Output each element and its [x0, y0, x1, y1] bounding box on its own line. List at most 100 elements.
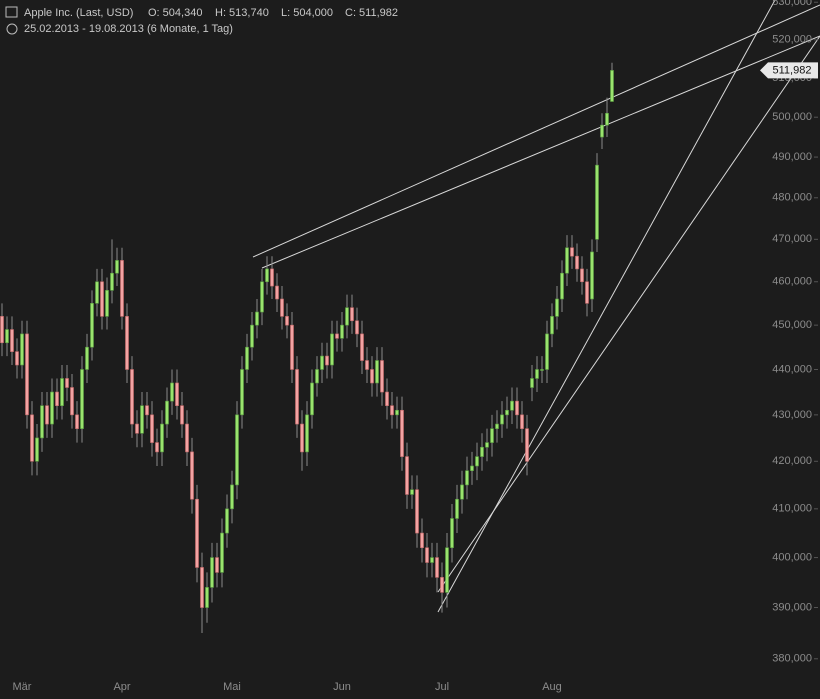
- ohlc-close: C: 511,982: [345, 7, 398, 19]
- y-tick-label: 400,000: [772, 551, 812, 563]
- candle-body: [190, 451, 194, 500]
- candle-body: [505, 409, 509, 416]
- y-tick-label: 430,000: [772, 409, 812, 421]
- candle-body: [595, 164, 599, 240]
- y-tick-label: 440,000: [772, 363, 812, 375]
- y-tick-label: 450,000: [772, 319, 812, 331]
- candle-body: [300, 423, 304, 453]
- y-tick-label: 490,000: [772, 151, 812, 163]
- candle-body: [290, 324, 294, 370]
- candle-body: [130, 369, 134, 425]
- candle-body: [315, 369, 319, 384]
- header: Apple Inc. (Last, USD) O: 504,340 H: 513…: [5, 6, 398, 35]
- candle-body: [15, 351, 19, 366]
- candle-body: [445, 547, 449, 593]
- candle-body: [265, 268, 269, 283]
- candle-body: [370, 369, 374, 384]
- candle-body: [200, 567, 204, 608]
- candle-body: [365, 360, 369, 370]
- candle-body: [500, 414, 504, 425]
- candle-body: [120, 260, 124, 317]
- candle-body: [340, 324, 344, 339]
- candle-body: [235, 414, 239, 486]
- candle-body: [430, 557, 434, 563]
- candle-body: [390, 405, 394, 416]
- candle-body: [160, 423, 164, 453]
- x-tick-label: Mär: [13, 681, 32, 693]
- candle-body: [555, 298, 559, 317]
- x-tick-label: Jun: [333, 681, 351, 693]
- candle-body: [475, 456, 479, 467]
- candle-body: [40, 405, 44, 439]
- candle-body: [395, 409, 399, 416]
- candle-body: [245, 346, 249, 370]
- candle-body: [570, 247, 574, 257]
- candle-body: [90, 303, 94, 348]
- candle-body: [380, 360, 384, 393]
- candle-body: [140, 405, 144, 434]
- candle-body: [285, 316, 289, 326]
- y-tick-label: 410,000: [772, 503, 812, 515]
- candle-body: [100, 281, 104, 317]
- chart-subtitle: 25.02.2013 - 19.08.2013 (6 Monate, 1 Tag…: [24, 23, 233, 35]
- candle-body: [105, 290, 109, 317]
- x-tick-label: Jul: [435, 681, 449, 693]
- candle-body: [275, 285, 279, 300]
- chart-title: Apple Inc. (Last, USD): [24, 7, 133, 19]
- x-tick-label: Apr: [113, 681, 130, 693]
- candle-body: [440, 577, 444, 593]
- candle-body: [305, 414, 309, 453]
- trend-line: [261, 35, 820, 269]
- candle-body: [240, 369, 244, 416]
- clock-icon: [6, 23, 18, 35]
- candle-body: [250, 324, 254, 348]
- candle-body: [270, 268, 274, 287]
- candle-body: [95, 281, 99, 304]
- candle-body: [260, 281, 264, 313]
- candle-body: [375, 360, 379, 384]
- candle-body: [470, 465, 474, 472]
- candle-body: [60, 378, 64, 406]
- x-tick-label: Aug: [542, 681, 562, 693]
- y-tick-label: 500,000: [772, 111, 812, 123]
- candle-body: [485, 442, 489, 448]
- price-tag-label: 511,982: [773, 64, 812, 76]
- y-tick-label: 390,000: [772, 601, 812, 613]
- candle-body: [170, 382, 174, 402]
- candle-body: [610, 70, 614, 102]
- candle-body: [150, 414, 154, 443]
- y-tick-label: 470,000: [772, 233, 812, 245]
- candle-body: [205, 587, 209, 608]
- y-tick-label: 420,000: [772, 455, 812, 467]
- candle-body: [385, 391, 389, 406]
- candle-body: [580, 268, 584, 283]
- candle-body: [220, 532, 224, 573]
- candle-body: [180, 405, 184, 425]
- candle-body: [215, 557, 219, 573]
- candle-body: [345, 307, 349, 326]
- candle-body: [600, 124, 604, 138]
- candle-body: [45, 405, 49, 425]
- candle-body: [435, 557, 439, 578]
- candle-body: [320, 355, 324, 370]
- candle-body: [70, 387, 74, 416]
- candle-body: [495, 423, 499, 429]
- candle-body: [545, 333, 549, 370]
- candle-body: [335, 333, 339, 339]
- candle-body: [50, 391, 54, 425]
- candle-body: [330, 333, 334, 366]
- candle-body: [450, 518, 454, 549]
- candle-body: [65, 378, 69, 388]
- y-tick-label: 520,000: [772, 34, 812, 46]
- candle-body: [560, 272, 564, 300]
- x-tick-label: Mai: [223, 681, 241, 693]
- candle-body: [490, 428, 494, 443]
- candle-body: [425, 547, 429, 563]
- candle-body: [575, 255, 579, 270]
- candle-body: [280, 298, 284, 317]
- ohlc-low: L: 504,000: [281, 7, 333, 19]
- candle-body: [85, 346, 89, 370]
- candle-body: [30, 414, 34, 462]
- candle-body: [195, 498, 199, 568]
